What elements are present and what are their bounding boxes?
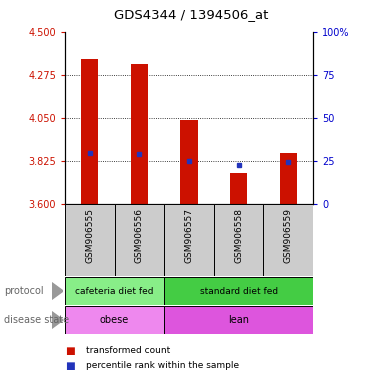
Text: standard diet fed: standard diet fed — [200, 286, 278, 296]
Text: GSM906557: GSM906557 — [185, 208, 193, 263]
Text: disease state: disease state — [4, 315, 69, 325]
Bar — [214, 204, 264, 276]
Text: transformed count: transformed count — [86, 346, 170, 356]
Bar — [65, 306, 164, 334]
Text: GSM906556: GSM906556 — [135, 208, 144, 263]
Text: cafeteria diet fed: cafeteria diet fed — [75, 286, 154, 296]
Text: GSM906555: GSM906555 — [85, 208, 94, 263]
Bar — [230, 174, 247, 204]
Polygon shape — [52, 283, 63, 300]
Bar — [131, 65, 148, 204]
Text: GSM906558: GSM906558 — [234, 208, 243, 263]
Polygon shape — [52, 311, 63, 328]
Bar — [180, 120, 198, 204]
Bar — [65, 204, 115, 276]
Text: ■: ■ — [65, 361, 75, 371]
Text: ■: ■ — [65, 346, 75, 356]
Bar — [81, 59, 98, 204]
Text: percentile rank within the sample: percentile rank within the sample — [86, 361, 239, 370]
Text: lean: lean — [228, 315, 249, 325]
Text: GSM906559: GSM906559 — [284, 208, 293, 263]
Text: GDS4344 / 1394506_at: GDS4344 / 1394506_at — [114, 8, 269, 22]
Bar — [115, 204, 164, 276]
Bar — [65, 277, 164, 305]
Bar — [280, 153, 297, 204]
Bar — [264, 204, 313, 276]
Text: obese: obese — [100, 315, 129, 325]
Text: protocol: protocol — [4, 286, 43, 296]
Bar — [164, 306, 313, 334]
Bar — [164, 277, 313, 305]
Bar — [164, 204, 214, 276]
